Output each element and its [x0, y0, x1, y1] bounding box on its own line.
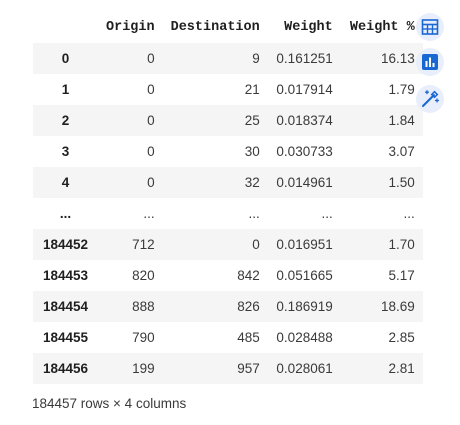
index-header	[33, 12, 98, 43]
cell-origin: ...	[143, 206, 155, 221]
cell-destination: 0	[252, 237, 260, 252]
generate-code-button[interactable]	[416, 85, 444, 113]
cell-weight-pct: 1.84	[388, 113, 415, 128]
column-header-weight: Weight	[284, 20, 333, 35]
cell-weight: 0.051665	[276, 268, 333, 283]
cell-origin: 790	[132, 330, 155, 345]
cell-weight: 0.028061	[276, 361, 333, 376]
cell-weight: 0.186919	[276, 299, 333, 314]
row-index: 3	[61, 144, 70, 159]
cell-weight-pct: 16.13	[380, 51, 415, 66]
row-index: 184455	[42, 330, 89, 345]
cell-destination: 485	[237, 330, 260, 345]
row-index: ...	[59, 206, 72, 221]
cell-origin: 820	[132, 268, 155, 283]
column-header-destination: Destination	[170, 20, 260, 35]
table-icon	[421, 19, 439, 35]
row-index: 1	[61, 82, 70, 97]
dataframe-table: Origin Destination Weight Weight % 0 0 9…	[33, 12, 423, 384]
table-row: 184453 820 842 0.051665 5.17	[33, 260, 423, 291]
cell-weight-pct: 5.17	[388, 268, 415, 283]
table-row: 184455 790 485 0.028488 2.85	[33, 322, 423, 353]
dataframe-shape-summary: 184457 rows × 4 columns	[32, 396, 187, 411]
cell-origin: 712	[132, 237, 155, 252]
dataframe-output: Origin Destination Weight Weight % 0 0 9…	[33, 12, 423, 384]
ellipsis-row: ... ... ... ... ...	[33, 198, 423, 229]
cell-weight: 0.017914	[276, 82, 333, 97]
table-row: 184456 199 957 0.028061 2.81	[33, 353, 423, 384]
cell-destination: 21	[244, 82, 260, 97]
row-index: 184452	[42, 237, 89, 252]
suggest-charts-button[interactable]	[416, 48, 444, 76]
table-row: 184454 888 826 0.186919 18.69	[33, 291, 423, 322]
cell-weight-pct: 1.50	[388, 175, 415, 190]
cell-weight: 0.028488	[276, 330, 333, 345]
column-header-weight-pct: Weight %	[349, 20, 415, 35]
cell-origin: 0	[147, 82, 155, 97]
cell-destination: 25	[244, 113, 260, 128]
cell-destination: 826	[237, 299, 260, 314]
cell-destination: 842	[237, 268, 260, 283]
cell-weight: 0.016951	[276, 237, 333, 252]
cell-destination: 9	[252, 51, 260, 66]
cell-origin: 0	[147, 51, 155, 66]
row-index: 184456	[42, 361, 89, 376]
cell-origin: 199	[132, 361, 155, 376]
cell-weight-pct: ...	[403, 206, 415, 221]
bar-chart-icon	[422, 54, 438, 70]
cell-destination: 32	[244, 175, 260, 190]
cell-weight-pct: 1.79	[388, 82, 415, 97]
cell-weight-pct: 3.07	[388, 144, 415, 159]
cell-destination: ...	[248, 206, 260, 221]
cell-weight-pct: 18.69	[380, 299, 415, 314]
row-index: 184453	[42, 268, 89, 283]
row-index: 0	[61, 51, 70, 66]
table-row: 4 0 32 0.014961 1.50	[33, 167, 423, 198]
cell-weight-pct: 2.85	[388, 330, 415, 345]
cell-destination: 30	[244, 144, 260, 159]
column-header-origin: Origin	[106, 20, 155, 35]
magic-wand-icon	[422, 90, 440, 107]
table-row: 2 0 25 0.018374 1.84	[33, 105, 423, 136]
cell-origin: 0	[147, 175, 155, 190]
cell-weight-pct: 1.70	[388, 237, 415, 252]
cell-origin: 0	[147, 113, 155, 128]
cell-weight: 0.030733	[276, 144, 333, 159]
convert-to-interactive-table-button[interactable]	[416, 13, 444, 41]
cell-origin: 888	[132, 299, 155, 314]
cell-weight: ...	[321, 206, 333, 221]
table-row: 1 0 21 0.017914 1.79	[33, 74, 423, 105]
row-index: 2	[61, 113, 70, 128]
table-row: 3 0 30 0.030733 3.07	[33, 136, 423, 167]
table-row: 184452 712 0 0.016951 1.70	[33, 229, 423, 260]
header-row: Origin Destination Weight Weight %	[33, 12, 423, 43]
row-index: 184454	[42, 299, 89, 314]
row-index: 4	[61, 175, 70, 190]
cell-weight: 0.161251	[276, 51, 333, 66]
cell-weight: 0.014961	[276, 175, 333, 190]
cell-destination: 957	[237, 361, 260, 376]
cell-origin: 0	[147, 144, 155, 159]
table-row: 0 0 9 0.161251 16.13	[33, 43, 423, 74]
cell-weight-pct: 2.81	[388, 361, 415, 376]
cell-weight: 0.018374	[276, 113, 333, 128]
